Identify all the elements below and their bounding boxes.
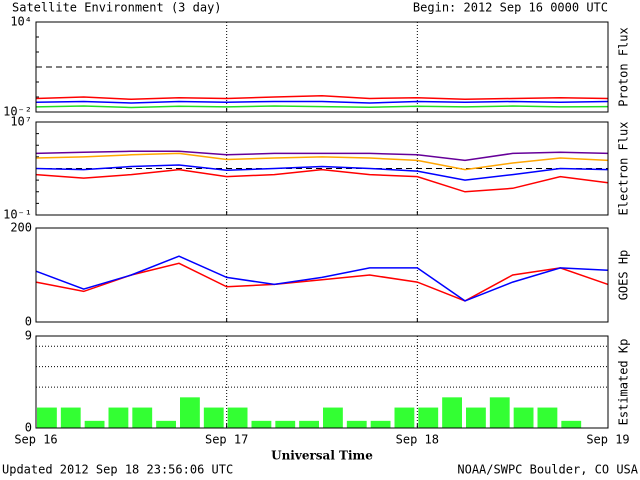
bar <box>60 407 81 428</box>
data-line <box>35 150 609 162</box>
bar <box>180 397 200 428</box>
data-line <box>35 152 609 171</box>
panel-frame <box>35 227 609 323</box>
bar <box>37 407 57 428</box>
panel-frame <box>35 121 609 216</box>
bar <box>561 420 582 428</box>
begin-time: Begin: 2012 Sep 16 0000 UTC <box>413 1 608 15</box>
panel-frame <box>35 335 609 429</box>
data-line <box>35 100 609 104</box>
bar <box>323 407 343 428</box>
x-axis-label: Universal Time <box>271 449 373 463</box>
bar <box>227 407 248 428</box>
y-tick-label: 10⁻¹ <box>3 208 32 222</box>
bar <box>394 407 415 428</box>
panel-frame <box>35 21 609 113</box>
bar <box>275 420 296 428</box>
bar <box>466 407 486 428</box>
y-tick-label: 9 <box>25 329 32 343</box>
y-tick-label: 0 <box>25 315 32 329</box>
bar <box>513 407 534 428</box>
bar <box>108 407 129 428</box>
data-line <box>35 164 609 181</box>
y-tick-label: 200 <box>10 221 32 235</box>
y-tick-label: 10⁴ <box>10 15 32 29</box>
bar <box>251 420 272 428</box>
bar <box>370 420 391 428</box>
x-tick-label: Sep 19 <box>586 433 629 447</box>
bar <box>203 407 224 428</box>
bar <box>156 420 176 428</box>
x-tick-label: Sep 18 <box>396 433 439 447</box>
bar <box>299 420 319 428</box>
panel-frame <box>35 227 609 323</box>
y-tick-label: 0 <box>25 421 32 435</box>
y-axis-label: Proton Flux <box>617 27 631 106</box>
chart-title: Satellite Environment (3 day) <box>12 1 222 15</box>
y-axis-label: Estimated Kp <box>617 339 631 426</box>
bar <box>442 397 462 428</box>
data-line <box>35 168 609 193</box>
data-line <box>35 95 609 101</box>
bar <box>418 407 439 428</box>
y-axis-label: Electron Flux <box>617 122 631 216</box>
y-tick-label: 10⁷ <box>10 115 32 129</box>
bar <box>84 420 105 428</box>
bar <box>346 420 367 428</box>
credit: NOAA/SWPC Boulder, CO USA <box>457 463 638 477</box>
updated-time: Updated 2012 Sep 18 23:56:06 UTC <box>2 463 233 477</box>
y-axis-label: GOES Hp <box>617 250 631 301</box>
x-tick-label: Sep 16 <box>14 433 57 447</box>
bar <box>537 407 558 428</box>
y-tick-label: 10⁻² <box>3 105 32 119</box>
x-tick-label: Sep 17 <box>205 433 248 447</box>
data-line <box>35 255 609 302</box>
bar <box>489 397 510 428</box>
data-line <box>35 105 609 109</box>
bar <box>132 407 153 428</box>
data-line <box>35 262 609 302</box>
